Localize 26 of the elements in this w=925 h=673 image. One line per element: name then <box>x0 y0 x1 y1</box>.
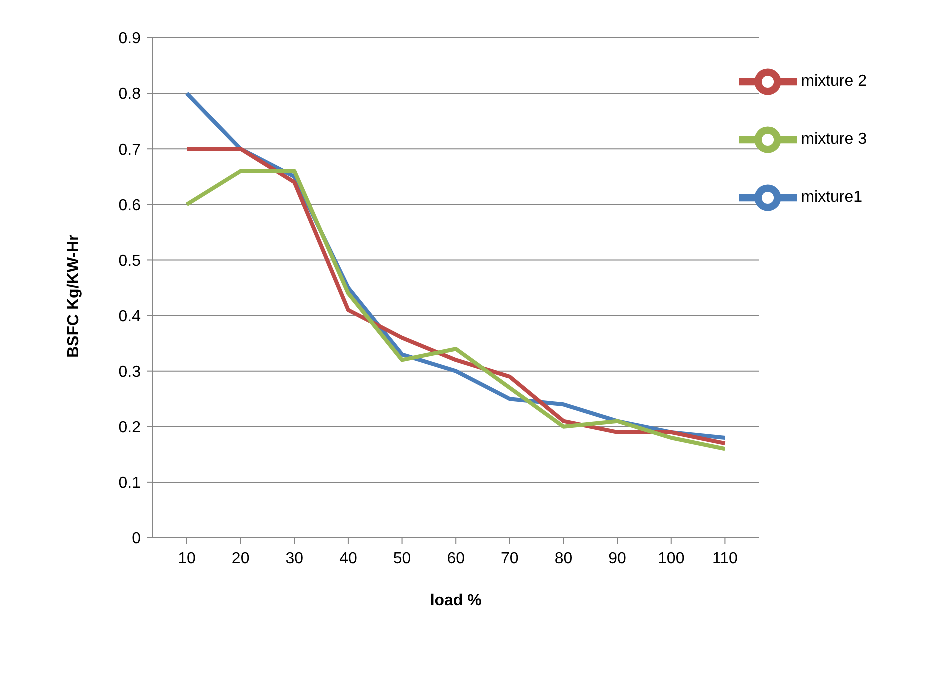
x-tick-label: 110 <box>712 550 738 568</box>
y-tick-label: 0.2 <box>118 420 142 437</box>
y-tick-label: 0.5 <box>118 252 142 270</box>
x-tick-label: 100 <box>658 550 685 568</box>
x-tick-label: 70 <box>501 550 519 568</box>
y-axis-title: BSFC Kg/KW-Hr <box>66 234 83 358</box>
x-tick-label: 10 <box>178 550 196 568</box>
y-tick-label: 0.9 <box>118 30 142 48</box>
legend-label: mixture 3 <box>801 131 867 148</box>
x-tick-label: 40 <box>340 550 358 568</box>
y-tick-label: 0.6 <box>118 197 142 214</box>
x-tick-label: 50 <box>393 550 412 568</box>
y-tick-label: 0 <box>132 530 142 548</box>
y-tick-label: 0.8 <box>118 86 142 104</box>
legend-label: mixture 2 <box>801 73 867 90</box>
x-axis-title: load % <box>430 592 482 610</box>
legend-label: mixture1 <box>801 189 863 206</box>
y-tick-label: 0.1 <box>118 475 142 492</box>
x-tick-label: 30 <box>286 550 304 568</box>
x-tick-label: 90 <box>608 550 627 568</box>
y-tick-label: 0.3 <box>118 364 142 382</box>
x-tick-label: 80 <box>554 550 573 568</box>
y-tick-label: 0.4 <box>118 308 142 326</box>
y-tick-label: 0.7 <box>118 142 142 159</box>
x-tick-label: 20 <box>232 550 250 568</box>
x-tick-label: 60 <box>447 550 466 568</box>
